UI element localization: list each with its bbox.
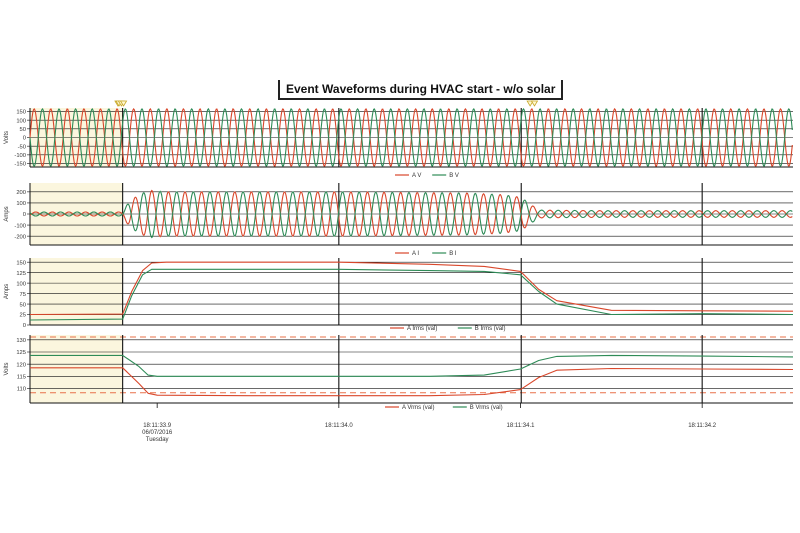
- y-tick-label: 0: [23, 136, 26, 142]
- series-b-v: [29, 107, 793, 168]
- event-marker-icon: [526, 100, 534, 107]
- y-tick-label: 120: [16, 362, 26, 368]
- y-axis-label: Volts: [4, 131, 10, 144]
- y-tick-label: 50: [20, 302, 26, 308]
- chart-title: Event Waveforms during HVAC start - w/o …: [278, 80, 564, 100]
- y-tick-label: 25: [20, 313, 26, 319]
- panel-current-waveforms: [27, 183, 793, 246]
- y-tick-label: -150: [14, 162, 26, 168]
- y-axis-label: Amps: [4, 284, 10, 299]
- y-tick-label: 100: [16, 201, 26, 207]
- series-a-vrms-val-: [30, 367, 794, 397]
- legend-label: A V: [412, 173, 421, 179]
- y-tick-label: -200: [14, 234, 26, 240]
- legend-label: B V: [449, 173, 459, 179]
- series-b-irms-val-: [29, 268, 794, 321]
- x-date-label: 06/07/2016: [142, 430, 173, 436]
- series-b-i: [29, 190, 793, 239]
- x-tick-label: 18:11:33.9: [143, 423, 172, 429]
- legend-label: B Vrms (val): [470, 405, 503, 411]
- x-tick-label: 18:11:34.0: [325, 423, 354, 429]
- y-tick-label: 100: [16, 118, 26, 124]
- y-tick-label: 110: [17, 387, 26, 393]
- series-a-irms-val-: [29, 261, 794, 316]
- pre-event-shading: [30, 335, 123, 403]
- y-tick-label: -100: [14, 153, 26, 159]
- event-marker-icon: [119, 100, 128, 107]
- y-tick-label: 75: [20, 292, 26, 298]
- series-b-vrms-val-: [30, 354, 794, 377]
- legend-label: A I: [412, 251, 419, 257]
- y-tick-label: -100: [14, 223, 26, 229]
- y-tick-label: 150: [16, 110, 26, 116]
- x-tick-label: 18:11:34.1: [507, 423, 536, 429]
- y-tick-label: 115: [17, 374, 26, 380]
- y-tick-label: 200: [16, 190, 26, 196]
- x-day-label: Tuesday: [146, 437, 169, 443]
- panel-voltage-waveforms: [27, 108, 793, 168]
- event-marker-icon: [530, 100, 539, 107]
- y-tick-label: 0: [23, 212, 26, 218]
- series-a-v: [29, 107, 793, 168]
- legend-label: B I: [449, 251, 457, 257]
- y-axis-label: Volts: [4, 362, 10, 375]
- panel-rms-currents: [27, 258, 793, 326]
- y-tick-label: 50: [20, 127, 26, 133]
- series-a-i: [29, 189, 793, 238]
- legend-label: A Irms (val): [407, 326, 437, 332]
- legend-label: A Vrms (val): [402, 405, 434, 411]
- y-tick-label: 100: [16, 281, 26, 287]
- y-axis-label: Amps: [4, 206, 10, 221]
- y-tick-label: 130: [16, 338, 26, 344]
- y-tick-label: -50: [18, 144, 26, 150]
- y-tick-label: 150: [16, 260, 26, 266]
- x-tick-label: 18:11:34.2: [688, 423, 717, 429]
- panel-rms-voltages: [27, 335, 793, 404]
- y-tick-label: 125: [16, 271, 26, 277]
- y-tick-label: 125: [16, 350, 26, 356]
- legend-label: B Irms (val): [475, 326, 506, 332]
- y-tick-label: 0: [23, 323, 26, 329]
